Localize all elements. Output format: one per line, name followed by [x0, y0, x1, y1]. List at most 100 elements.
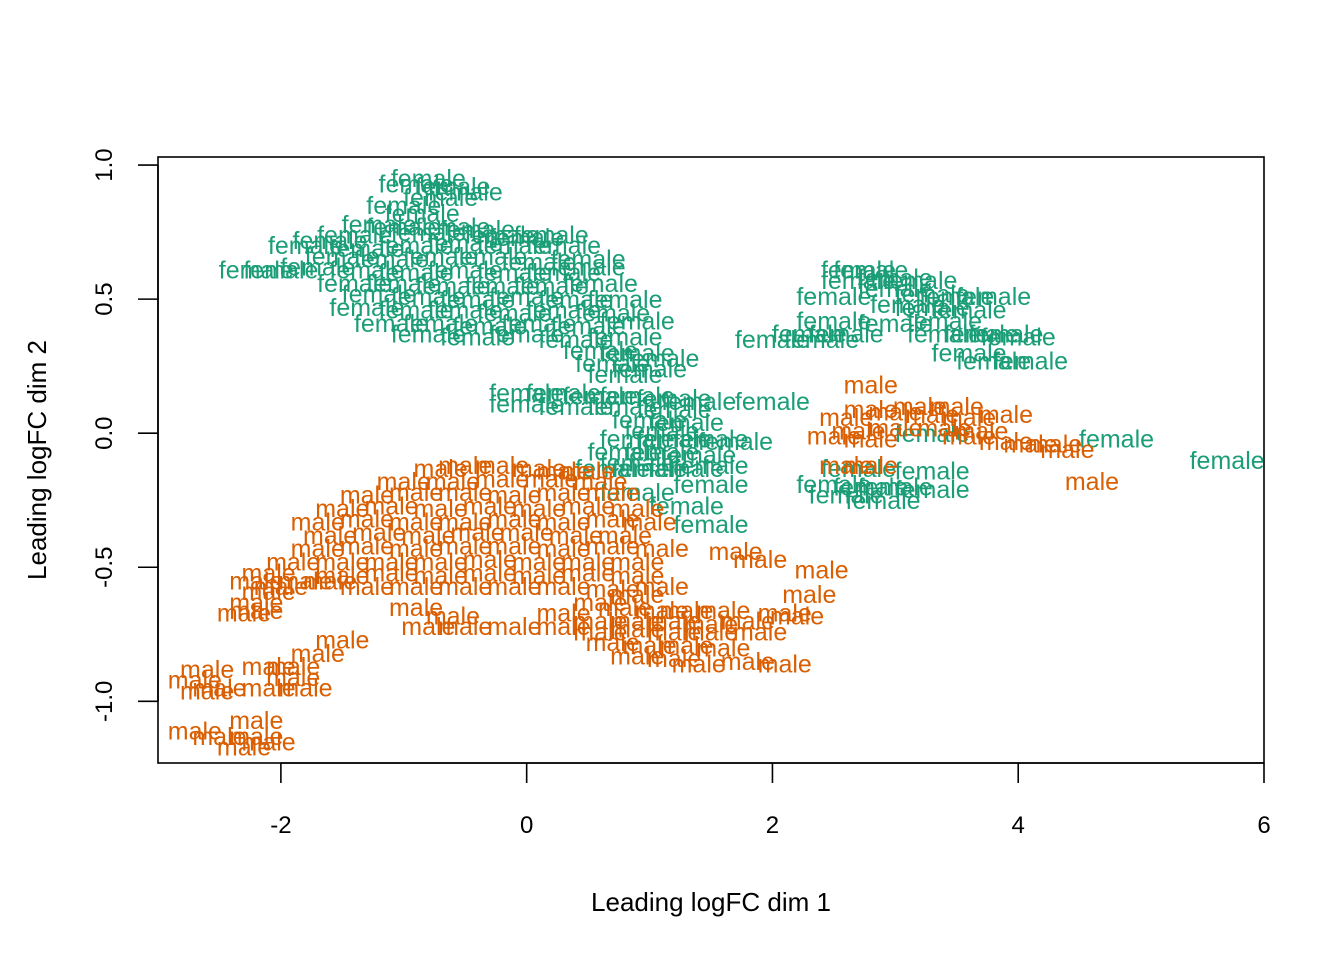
- point-label-male: male: [844, 396, 898, 424]
- point-label-female: female: [968, 321, 1043, 349]
- point-label-male: male: [536, 600, 590, 628]
- point-label-male: male: [610, 562, 664, 590]
- point-label-female: female: [403, 243, 478, 271]
- point-label-female: female: [772, 321, 847, 349]
- point-label-female: female: [932, 297, 1007, 325]
- point-label-female: female: [415, 213, 490, 241]
- point-label-male: male: [782, 581, 836, 609]
- point-label-female: female: [428, 256, 503, 284]
- point-label-male: male: [647, 645, 701, 673]
- x-tick-label: 6: [1257, 812, 1270, 839]
- point-label-male: male: [401, 522, 455, 550]
- point-label-male: male: [291, 640, 345, 668]
- point-label-male: male: [340, 482, 394, 510]
- point-label-female: female: [440, 323, 515, 351]
- point-label-female: female: [600, 307, 675, 335]
- point-label-female: female: [895, 294, 970, 322]
- point-label-male: male: [561, 559, 615, 587]
- point-label-male: male: [426, 468, 480, 496]
- point-label-male: male: [659, 632, 713, 660]
- point-label-male: male: [303, 522, 357, 550]
- point-label-male: male: [438, 573, 492, 601]
- point-label-female: female: [379, 297, 454, 325]
- point-label-male: male: [389, 479, 443, 507]
- point-label-male: male: [242, 675, 296, 703]
- point-label-female: female: [673, 452, 748, 480]
- point-label-female: female: [477, 299, 552, 327]
- point-label-male: male: [401, 613, 455, 641]
- point-label-female: female: [514, 272, 589, 300]
- point-label-female: female: [342, 281, 417, 309]
- point-label-female: female: [833, 256, 908, 284]
- point-label-female: female: [526, 297, 601, 325]
- point-label-male: male: [389, 594, 443, 622]
- point-label-male: male: [487, 482, 541, 510]
- x-axis: -2 0 2 4 6: [270, 762, 1271, 839]
- point-label-female: female: [661, 441, 736, 469]
- point-label-male: male: [512, 495, 566, 523]
- point-label-male: male: [414, 549, 468, 577]
- point-label-female: female: [477, 259, 552, 287]
- point-label-female: female: [858, 275, 933, 303]
- point-label-male: male: [438, 479, 492, 507]
- x-tick-label: 0: [520, 812, 533, 839]
- point-label-male: male: [291, 508, 345, 536]
- point-label-male: male: [426, 602, 480, 630]
- point-label-female: female: [624, 417, 699, 445]
- point-label-female: female: [796, 471, 871, 499]
- point-label-male: male: [930, 393, 984, 421]
- point-label-male: male: [463, 492, 517, 520]
- point-label-male: male: [868, 415, 922, 443]
- point-label-male: male: [192, 723, 246, 751]
- point-label-female: female: [907, 307, 982, 335]
- point-label-male: male: [278, 567, 332, 595]
- point-label-female: female: [538, 286, 613, 314]
- point-label-male: male: [229, 567, 283, 595]
- point-label-male: male: [463, 559, 517, 587]
- point-label-female: female: [403, 184, 478, 212]
- point-label-female: female: [809, 321, 884, 349]
- point-label-male: male: [315, 626, 369, 654]
- point-label-male: male: [561, 492, 615, 520]
- point-label-female: female: [465, 222, 540, 250]
- point-label-male: male: [438, 508, 492, 536]
- point-label-female: female: [366, 270, 441, 298]
- point-label-male: male: [586, 479, 640, 507]
- point-label-female: female: [317, 270, 392, 298]
- point-label-female: female: [391, 219, 466, 247]
- point-label-female: female: [956, 348, 1031, 376]
- point-label-male: male: [696, 634, 750, 662]
- y-tick-label: 0.0: [91, 416, 118, 449]
- point-label-male: male: [893, 393, 947, 421]
- point-label-male: male: [721, 648, 775, 676]
- point-label-female: female: [489, 380, 564, 408]
- point-label-male: male: [438, 533, 492, 561]
- point-label-male: male: [586, 629, 640, 657]
- data-labels: femalefemalefemalefemalefemalefemalefema…: [168, 165, 1265, 761]
- point-label-female: female: [587, 361, 662, 389]
- point-label-male: male: [647, 608, 701, 636]
- point-label-female: female: [932, 339, 1007, 367]
- point-label-female: female: [600, 479, 675, 507]
- point-label-male: male: [536, 613, 590, 641]
- point-label-male: male: [610, 549, 664, 577]
- point-label-female: female: [1079, 425, 1154, 453]
- point-label-male: male: [610, 616, 664, 644]
- point-label-male: male: [684, 610, 738, 638]
- point-label-male: male: [610, 608, 664, 636]
- point-label-female: female: [575, 350, 650, 378]
- point-label-male: male: [622, 508, 676, 536]
- point-label-female: female: [698, 428, 773, 456]
- point-label-female: female: [673, 511, 748, 539]
- point-label-male: male: [303, 567, 357, 595]
- point-label-female: female: [403, 310, 478, 338]
- point-label-female: female: [649, 409, 724, 437]
- point-label-male: male: [758, 651, 812, 679]
- point-label-male: male: [352, 519, 406, 547]
- point-label-male: male: [954, 417, 1008, 445]
- point-label-female: female: [391, 165, 466, 193]
- point-label-male: male: [340, 573, 394, 601]
- point-label-male: male: [229, 723, 283, 751]
- point-label-female: female: [538, 393, 613, 421]
- point-label-male: male: [389, 573, 443, 601]
